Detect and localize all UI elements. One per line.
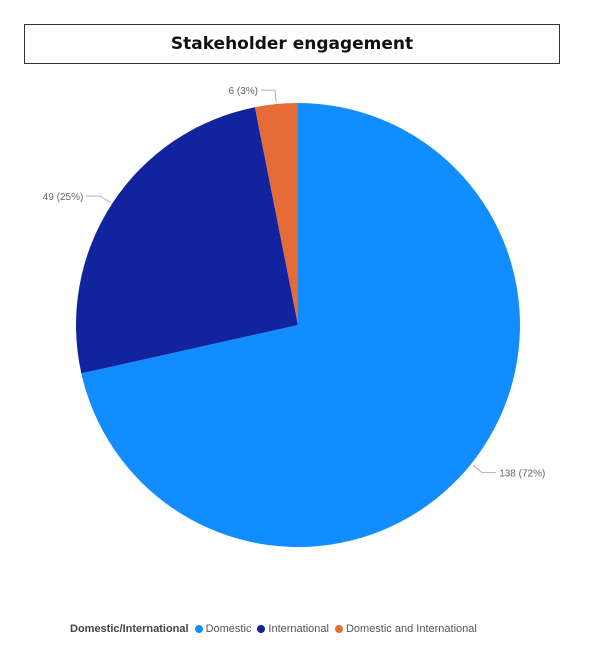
data-label-domestic: 138 (72%) — [499, 469, 545, 480]
legend-marker-international — [257, 625, 266, 633]
pie-slice-domestic-and-international[interactable] — [254, 103, 298, 325]
data-label-international: 49 (25%) — [43, 192, 84, 203]
legend-marker-domestic-and-international — [334, 625, 343, 633]
leader-line-international — [86, 195, 111, 204]
leader-line-domestic-and-international — [261, 89, 277, 103]
chart-title: Stakeholder engagement — [24, 24, 560, 64]
legend-label-domestic: Domestic — [205, 623, 252, 635]
legend-item-domestic[interactable]: Domestic — [194, 623, 252, 635]
legend-marker-domestic — [194, 625, 203, 633]
legend-label-international: International — [268, 623, 329, 635]
pie-slice-domestic[interactable] — [81, 103, 521, 547]
leader-line-domestic — [472, 464, 497, 474]
legend-title: Domestic/International — [70, 623, 189, 635]
legend-item-domestic-and-international[interactable]: Domestic and International — [334, 623, 477, 635]
legend-item-international[interactable]: International — [257, 623, 329, 635]
data-label-domestic-and-international: 6 (3%) — [229, 86, 258, 97]
pie-slice-international[interactable] — [76, 107, 299, 374]
legend-label-domestic-and-international: Domestic and International — [345, 623, 477, 635]
legend: Domestic/International Domestic Internat… — [70, 620, 483, 638]
